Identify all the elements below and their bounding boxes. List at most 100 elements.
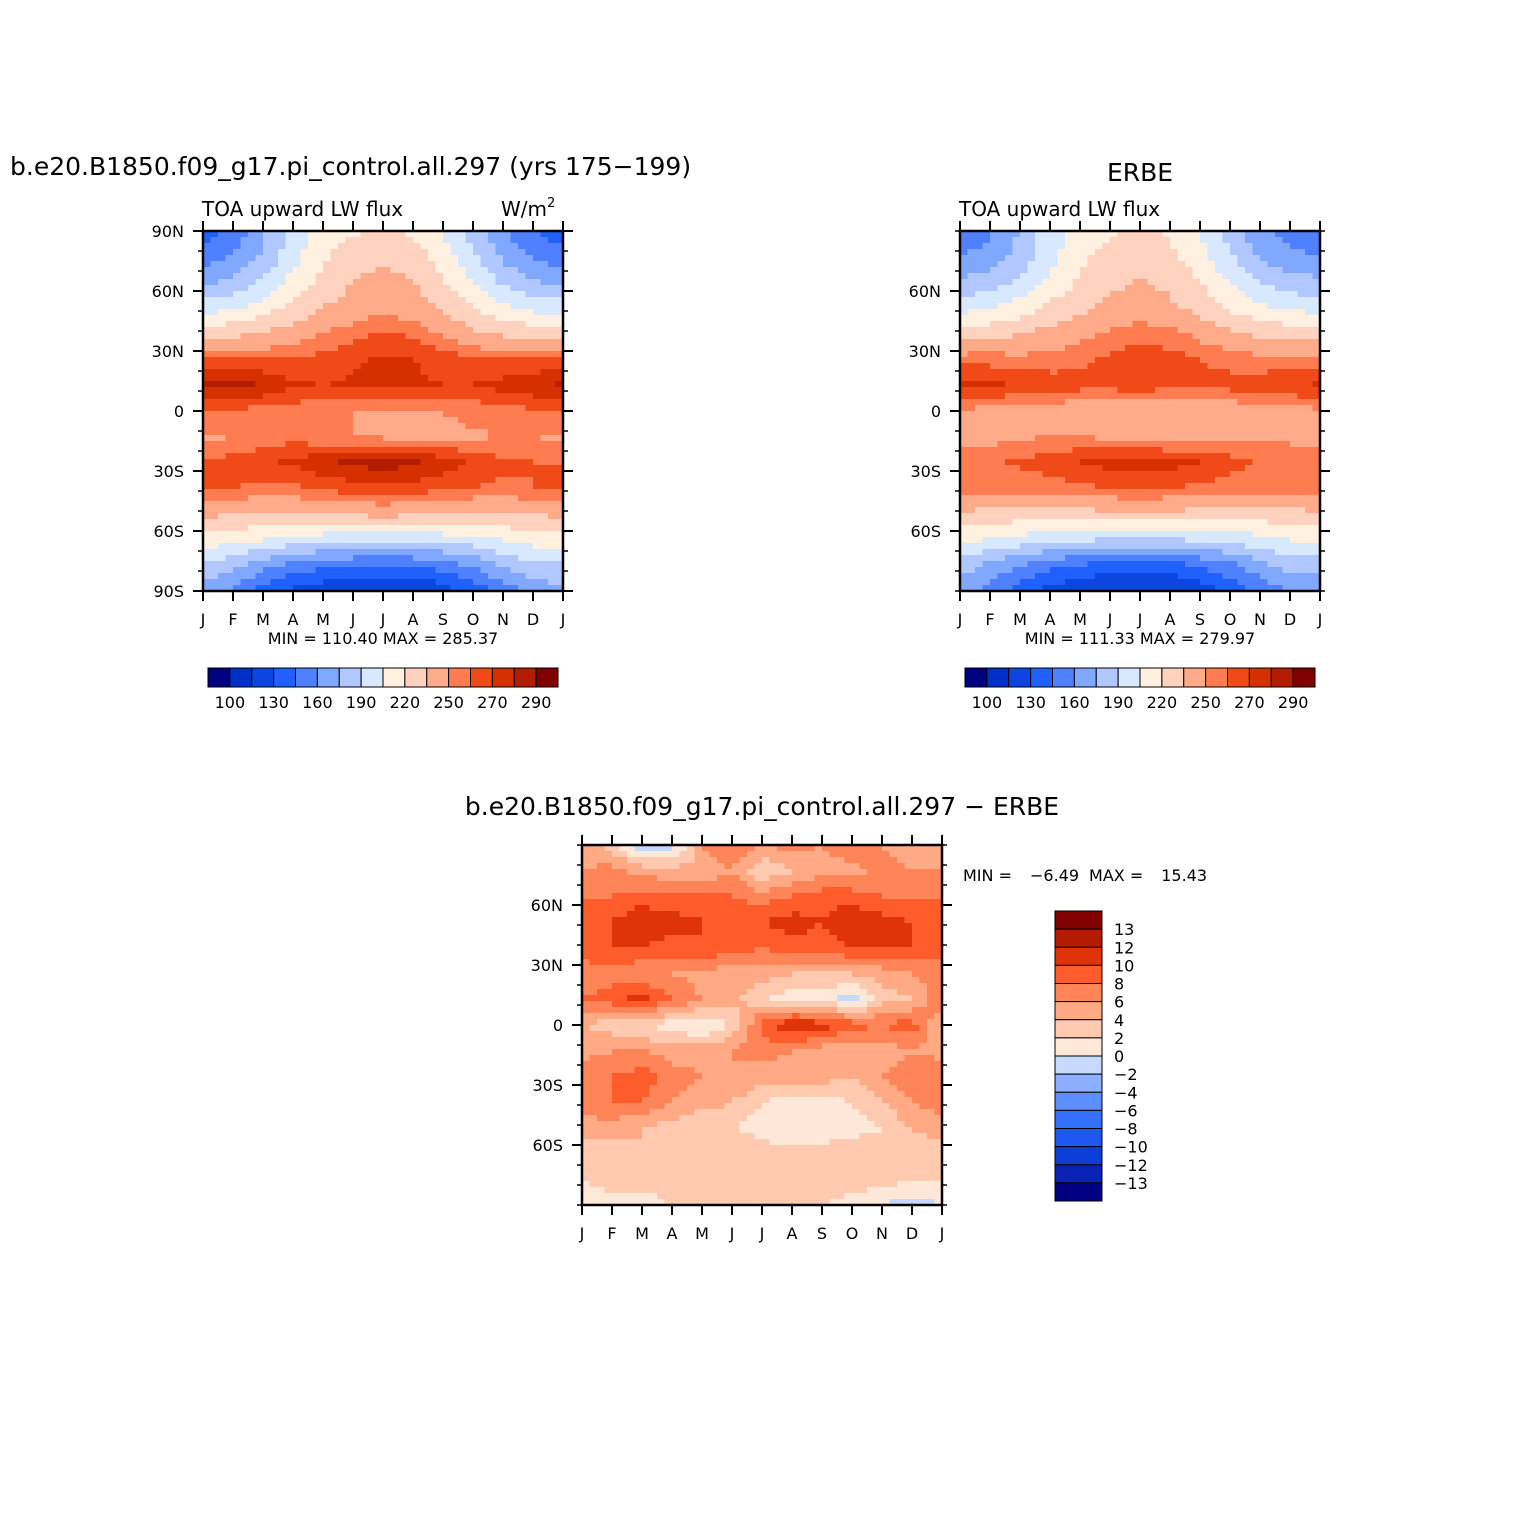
model-cell: [481, 543, 489, 550]
obs-cell: [1305, 369, 1313, 376]
model-cell: [278, 567, 286, 574]
obs-cell: [1020, 297, 1028, 304]
obs-cell: [1050, 267, 1058, 274]
obs-cell: [1283, 345, 1291, 352]
model-ytick-label: 90N: [152, 222, 184, 241]
obs-cell: [975, 459, 983, 466]
model-cell: [211, 381, 219, 388]
obs-cell: [1268, 417, 1276, 424]
model-cell: [533, 309, 541, 316]
obs-cell: [1103, 255, 1111, 262]
model-cell: [338, 525, 346, 532]
model-cell: [443, 531, 451, 538]
obs-cell: [1035, 261, 1043, 268]
model-cell: [406, 531, 414, 538]
obs-cell: [1028, 411, 1036, 418]
model-cell: [541, 339, 549, 346]
obs-cell: [1260, 249, 1268, 256]
obs-cell: [1215, 447, 1223, 454]
model-cell: [391, 273, 399, 280]
model-cell: [376, 351, 384, 358]
obs-cell: [1118, 303, 1126, 310]
model-cell: [286, 243, 294, 250]
model-cell: [466, 297, 474, 304]
model-cell: [233, 303, 241, 310]
model-cell: [458, 315, 466, 322]
model-cell: [293, 453, 301, 460]
obs-cell: [1238, 435, 1246, 442]
obs-cell: [1110, 369, 1118, 376]
model-cell: [541, 435, 549, 442]
obs-cell: [983, 441, 991, 448]
model-cell: [218, 327, 226, 334]
model-cell: [338, 537, 346, 544]
obs-cell: [1043, 351, 1051, 358]
model-cell: [526, 477, 534, 484]
model-cell: [353, 333, 361, 340]
model-cell: [406, 399, 414, 406]
obs-cell: [1230, 459, 1238, 466]
obs-cell: [1200, 363, 1208, 370]
obs-cell: [1050, 447, 1058, 454]
model-cell: [466, 369, 474, 376]
model-cell: [541, 309, 549, 316]
model-cell: [278, 525, 286, 532]
obs-cell: [1208, 261, 1216, 268]
model-cell: [421, 393, 429, 400]
model-cell: [248, 501, 256, 508]
obs-cell: [1140, 255, 1148, 262]
model-cell: [383, 393, 391, 400]
obs-cell: [1230, 393, 1238, 400]
model-cell: [233, 411, 241, 418]
model-cell: [376, 309, 384, 316]
model-cell: [413, 519, 421, 526]
model-cell: [278, 561, 286, 568]
obs-cell: [1223, 237, 1231, 244]
model-cell: [443, 363, 451, 370]
obs-cell: [1065, 399, 1073, 406]
model-cell: [458, 513, 466, 520]
model-cell: [398, 363, 406, 370]
obs-cell: [1305, 249, 1313, 256]
obs-cell: [1050, 441, 1058, 448]
obs-cell: [1088, 345, 1096, 352]
obs-cell: [1073, 453, 1081, 460]
model-cell: [368, 477, 376, 484]
obs-cell: [1133, 303, 1141, 310]
model-cell: [271, 363, 279, 370]
obs-cell: [968, 399, 976, 406]
obs-cell: [1178, 369, 1186, 376]
model-cell: [496, 507, 504, 514]
obs-cell: [998, 303, 1006, 310]
model-cell: [458, 465, 466, 472]
model-cell: [353, 423, 361, 430]
obs-cell: [1065, 315, 1073, 322]
obs-cell: [1253, 297, 1261, 304]
obs-cell: [1043, 297, 1051, 304]
model-cell: [428, 525, 436, 532]
obs-cell: [968, 477, 976, 484]
model-cell: [316, 567, 324, 574]
obs-cell: [1080, 441, 1088, 448]
model-cell: [413, 435, 421, 442]
obs-cell: [1238, 465, 1246, 472]
model-cell: [391, 303, 399, 310]
obs-cell: [1088, 423, 1096, 430]
obs-cell: [1245, 267, 1253, 274]
model-cell: [518, 555, 526, 562]
obs-cell: [1245, 375, 1253, 382]
model-cell: [533, 501, 541, 508]
obs-cell: [1208, 297, 1216, 304]
model-cell: [308, 477, 316, 484]
model-cell: [248, 507, 256, 514]
model-cell: [466, 441, 474, 448]
model-cell: [421, 327, 429, 334]
model-cell: [488, 315, 496, 322]
obs-cell: [1035, 429, 1043, 436]
model-cell: [383, 513, 391, 520]
obs-cell: [1050, 387, 1058, 394]
model-cell: [533, 573, 541, 580]
obs-cell: [1080, 255, 1088, 262]
obs-cell: [1208, 285, 1216, 292]
model-cell: [398, 459, 406, 466]
